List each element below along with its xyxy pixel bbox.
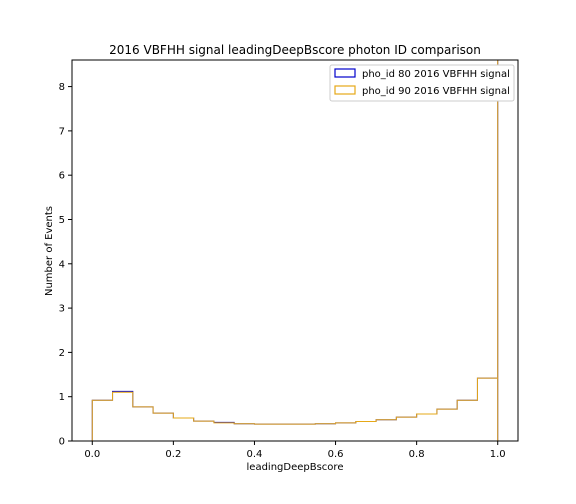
histogram-step-series-1 [91,60,499,441]
legend: pho_id 80 2016 VBFHH signal pho_id 90 20… [329,64,515,102]
y-axis-ticks: 0 1 2 3 4 5 6 7 8 [59,82,72,448]
y-tick-label: 4 [59,259,65,270]
y-tick-label: 0 [59,437,65,448]
x-tick-label: 1.0 [490,449,506,460]
x-axis-label: leadingDeepBscore [247,462,344,473]
legend-label-pho-id-80: pho_id 80 2016 VBFHH signal [362,69,510,80]
y-tick-label: 1 [59,392,65,403]
legend-label-pho-id-90: pho_id 90 2016 VBFHH signal [362,86,510,97]
y-tick-label: 7 [59,126,65,137]
x-tick-label: 0.6 [328,449,344,460]
x-axis-ticks: 0.0 0.2 0.4 0.6 0.8 1.0 [84,441,506,460]
plot-area [71,59,519,442]
series-layer [91,60,499,441]
x-tick-label: 0.0 [84,449,100,460]
y-tick-label: 5 [59,215,65,226]
y-tick-label: 2 [59,348,65,359]
legend-box [329,64,515,102]
x-tick-label: 0.8 [409,449,425,460]
y-tick-label: 8 [59,82,65,93]
legend-swatch-pho-id-80 [334,68,356,78]
legend-swatch-pho-id-90 [334,85,356,95]
y-tick-label: 3 [59,304,65,315]
histogram-step-series-0 [91,60,499,441]
x-tick-label: 0.2 [165,449,181,460]
y-axis-label: Number of Events [44,206,55,296]
chart-title: 2016 VBFHH signal leadingDeepBscore phot… [109,43,481,57]
plot-frame [71,59,519,442]
x-tick-label: 0.4 [247,449,263,460]
y-tick-label: 6 [59,171,65,182]
